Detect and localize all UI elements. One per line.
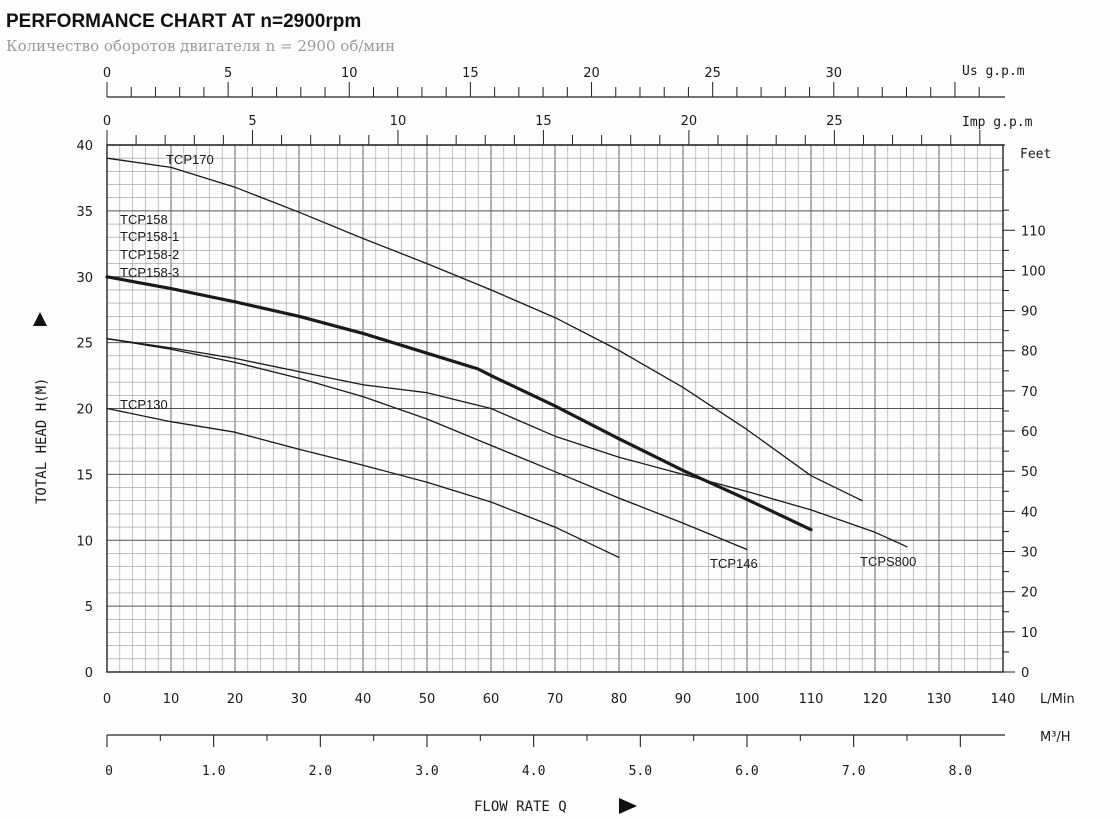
x-tick-label: 120 — [863, 692, 888, 707]
m3h-tick-label: 4.0 — [522, 764, 545, 779]
us-gpm-scale: 0 5 10 15 20 25 30 — [103, 66, 1005, 98]
series-line-tcp130 — [106, 407, 620, 559]
y-tick-label: 10 — [76, 534, 93, 549]
m3h-tick-label: 8.0 — [949, 764, 972, 779]
x-tick-label: 10 — [163, 692, 180, 707]
ruler-tick-label: 30 — [826, 66, 843, 81]
m3h-tick-label: 6.0 — [735, 764, 758, 779]
ruler-tick-label: 5 — [248, 114, 256, 129]
x-axis-title: FLOW RATE Q — [474, 799, 567, 815]
x-tick-label: 130 — [927, 692, 952, 707]
y-tick-label: 25 — [76, 337, 93, 352]
feet-axis: 0 10 20 30 40 50 60 70 80 90 100 110 — [1003, 169, 1046, 681]
feet-tick-label: 0 — [1021, 666, 1029, 681]
m3h-label: M³/H — [1040, 730, 1071, 745]
x-axis-arrow-icon — [619, 798, 637, 814]
ruler-tick-label: 5 — [224, 66, 232, 81]
feet-label: Feet — [1020, 147, 1051, 162]
ruler-tick-label: 25 — [826, 114, 843, 129]
label-tcp146: TCP146 — [710, 556, 758, 571]
x-tick-label: 110 — [799, 692, 824, 707]
x-tick-label: 20 — [227, 692, 244, 707]
y-tick-label: 0 — [85, 666, 93, 681]
ruler-tick-label: 10 — [390, 114, 407, 129]
m3h-tick-label: 2.0 — [309, 764, 332, 779]
x-tick-label: 100 — [735, 692, 760, 707]
feet-tick-label: 70 — [1021, 385, 1038, 400]
x-units-label: L/Min — [1040, 692, 1075, 707]
series-line-tcp158 — [105, 275, 813, 532]
plot-grid — [107, 145, 1003, 672]
m3h-tick-label: 1.0 — [202, 764, 225, 779]
x-tick-label: 70 — [547, 692, 564, 707]
y-tick-label: 5 — [85, 600, 93, 615]
y-axis-arrow-icon — [33, 312, 47, 326]
x-tick-label: 40 — [355, 692, 372, 707]
x-tick-label: 0 — [103, 692, 111, 707]
y-tick-label: 20 — [76, 403, 93, 418]
y-tick-label: 30 — [76, 271, 93, 286]
m3h-tick-label: 5.0 — [629, 764, 652, 779]
feet-tick-label: 40 — [1021, 505, 1038, 520]
x-tick-label: 60 — [483, 692, 500, 707]
ruler-tick-label: 15 — [535, 114, 552, 129]
label-tcp158-3: TCP158-3 — [120, 265, 179, 280]
series-line-tcp146 — [106, 338, 748, 551]
feet-tick-label: 80 — [1021, 345, 1038, 360]
feet-tick-label: 20 — [1021, 586, 1038, 601]
m3h-tick-label: 0 — [105, 764, 113, 779]
feet-tick-label: 10 — [1021, 626, 1038, 641]
x-tick-label: 90 — [675, 692, 692, 707]
ruler-tick-label: 15 — [462, 66, 479, 81]
ruler-tick-label: 20 — [583, 66, 600, 81]
chart-title: PERFORMANCE CHART AT n=2900rpm — [6, 11, 361, 32]
imp-gpm-scale: 0 5 10 15 20 25 — [103, 114, 1005, 146]
label-tcp158: TCP158 — [120, 212, 168, 227]
ruler-tick-label: 25 — [704, 66, 721, 81]
x-tick-label: 80 — [611, 692, 628, 707]
us-gpm-label: Us g.p.m — [962, 64, 1025, 79]
y-axis-title: TOTAL HEAD H(M) — [34, 378, 50, 504]
y-axis-ticks: 0 5 10 15 20 25 30 35 40 — [76, 139, 93, 681]
label-tcp158-1: TCP158-1 — [120, 229, 179, 244]
label-tcp130: TCP130 — [120, 397, 168, 412]
y-tick-label: 35 — [76, 205, 93, 220]
series-line-tcp170 — [106, 157, 863, 502]
m3h-axis: 0 1.0 2.0 3.0 4.0 5.0 6.0 7.0 8.0 — [105, 734, 1005, 779]
x-axis-ticks: 0 10 20 30 40 50 60 70 80 90 100 110 120 130 140 — [103, 692, 1016, 707]
series-lines — [105, 157, 908, 559]
feet-tick-label: 30 — [1021, 546, 1038, 561]
x-tick-label: 140 — [991, 692, 1016, 707]
feet-tick-label: 90 — [1021, 305, 1038, 320]
x-tick-label: 50 — [419, 692, 436, 707]
series-line-tcps800 — [106, 338, 908, 548]
ruler-tick-label: 10 — [341, 66, 358, 81]
ruler-tick-label: 0 — [103, 66, 111, 81]
chart-subtitle: Количество оборотов двигателя n = 2900 о… — [6, 37, 395, 55]
m3h-tick-label: 7.0 — [842, 764, 865, 779]
ruler-tick-label: 20 — [681, 114, 698, 129]
imp-gpm-label: Imp g.p.m — [962, 115, 1033, 130]
label-tcp158-2: TCP158-2 — [120, 247, 179, 262]
feet-tick-label: 100 — [1021, 264, 1046, 279]
feet-tick-label: 60 — [1021, 425, 1038, 440]
label-tcp170: TCP170 — [166, 152, 214, 167]
ruler-tick-label: 0 — [103, 114, 111, 129]
y-tick-label: 15 — [76, 468, 93, 483]
m3h-tick-label: 3.0 — [415, 764, 438, 779]
x-tick-label: 30 — [291, 692, 308, 707]
feet-tick-label: 110 — [1021, 224, 1046, 239]
y-tick-label: 40 — [76, 139, 93, 154]
label-tcps800: TCPS800 — [860, 554, 916, 569]
feet-tick-label: 50 — [1021, 465, 1038, 480]
